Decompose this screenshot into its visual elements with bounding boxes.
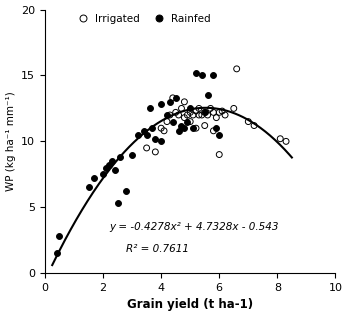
Point (231, 106, 237, 111)
Point (193, 126, 199, 131)
Point (179, 106, 184, 111)
Point (202, 110, 207, 115)
Point (202, 123, 207, 128)
Point (277, 136, 283, 141)
Point (182, 126, 187, 131)
Point (190, 113, 196, 118)
Point (216, 110, 222, 115)
Point (92, 176, 97, 181)
Point (190, 126, 196, 131)
Point (196, 106, 202, 111)
Point (188, 119, 193, 124)
Point (216, 132, 222, 137)
Point (164, 113, 170, 118)
Legend: Irrigated, Rainfed: Irrigated, Rainfed (68, 10, 215, 28)
Point (152, 149, 158, 154)
Point (182, 99, 187, 104)
Point (199, 73, 205, 78)
Point (152, 136, 158, 141)
Point (158, 126, 164, 131)
Point (158, 139, 164, 144)
Point (205, 93, 211, 98)
Point (182, 115, 187, 120)
Point (164, 119, 170, 124)
Point (54, 251, 60, 256)
Point (214, 126, 219, 131)
Point (129, 152, 135, 157)
Point (147, 106, 152, 111)
Point (144, 132, 149, 137)
Point (193, 70, 199, 75)
X-axis label: Grain yield (t ha-1): Grain yield (t ha-1) (127, 298, 253, 311)
Point (283, 139, 289, 144)
Point (167, 113, 173, 118)
Text: R² = 0.7611: R² = 0.7611 (126, 244, 189, 255)
Point (208, 106, 213, 111)
Point (199, 113, 205, 118)
Point (188, 110, 193, 115)
Point (219, 108, 225, 113)
Point (170, 95, 175, 100)
Point (150, 126, 155, 131)
Point (193, 108, 199, 113)
Point (161, 128, 167, 133)
Point (202, 110, 207, 115)
Point (214, 115, 219, 120)
Point (106, 163, 112, 168)
Point (205, 113, 211, 118)
Point (57, 234, 62, 239)
Point (176, 113, 181, 118)
Point (211, 73, 216, 78)
Point (135, 132, 141, 137)
Point (173, 95, 179, 100)
Point (118, 155, 123, 160)
Point (86, 185, 91, 190)
Point (141, 128, 147, 133)
Point (144, 146, 149, 151)
Y-axis label: WP (kg ha⁻¹ mm⁻¹): WP (kg ha⁻¹ mm⁻¹) (6, 92, 16, 191)
Point (124, 189, 129, 194)
Point (100, 172, 106, 177)
Point (170, 119, 175, 124)
Point (222, 113, 228, 118)
Point (179, 123, 184, 128)
Point (158, 102, 164, 107)
Point (184, 119, 190, 124)
Text: y = -0.4278x² + 4.7328x - 0.543: y = -0.4278x² + 4.7328x - 0.543 (109, 222, 278, 232)
Point (246, 119, 251, 124)
Point (251, 123, 257, 128)
Point (211, 128, 216, 133)
Point (196, 113, 202, 118)
Point (188, 106, 193, 111)
Point (211, 110, 216, 115)
Point (112, 168, 118, 173)
Point (115, 201, 120, 206)
Point (234, 66, 239, 71)
Point (103, 165, 109, 170)
Point (167, 99, 173, 104)
Point (216, 152, 222, 157)
Point (109, 158, 114, 164)
Point (184, 113, 190, 118)
Point (173, 110, 179, 115)
Point (176, 128, 181, 133)
